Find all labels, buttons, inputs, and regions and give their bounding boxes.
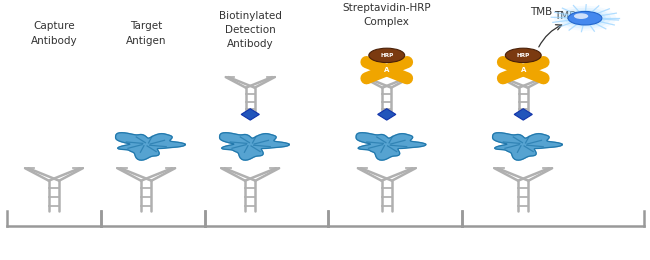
- Polygon shape: [514, 109, 532, 120]
- Circle shape: [568, 11, 602, 25]
- Polygon shape: [378, 109, 396, 120]
- Text: Biotinylated: Biotinylated: [219, 11, 281, 21]
- Text: Target: Target: [130, 21, 162, 31]
- Text: TMB: TMB: [530, 7, 552, 17]
- Circle shape: [564, 10, 606, 27]
- Text: Complex: Complex: [364, 17, 410, 27]
- Circle shape: [369, 48, 405, 63]
- Circle shape: [574, 13, 588, 19]
- Text: HRP: HRP: [380, 53, 393, 58]
- Text: Capture: Capture: [33, 21, 75, 31]
- Text: A: A: [521, 67, 526, 73]
- Polygon shape: [116, 133, 185, 160]
- Circle shape: [554, 6, 616, 31]
- Text: HRP: HRP: [517, 53, 530, 58]
- Polygon shape: [356, 133, 426, 160]
- FancyBboxPatch shape: [376, 66, 397, 74]
- Polygon shape: [241, 109, 259, 120]
- Text: Antigen: Antigen: [126, 36, 166, 46]
- Text: Antibody: Antibody: [227, 40, 274, 49]
- Text: Antibody: Antibody: [31, 36, 77, 46]
- FancyBboxPatch shape: [513, 66, 534, 74]
- Text: TMB: TMB: [554, 11, 577, 21]
- Polygon shape: [220, 133, 289, 160]
- Circle shape: [559, 8, 611, 29]
- Text: Detection: Detection: [225, 25, 276, 35]
- Polygon shape: [493, 133, 562, 160]
- Text: Streptavidin-HRP: Streptavidin-HRP: [343, 3, 431, 13]
- Circle shape: [505, 48, 541, 63]
- Text: A: A: [384, 67, 389, 73]
